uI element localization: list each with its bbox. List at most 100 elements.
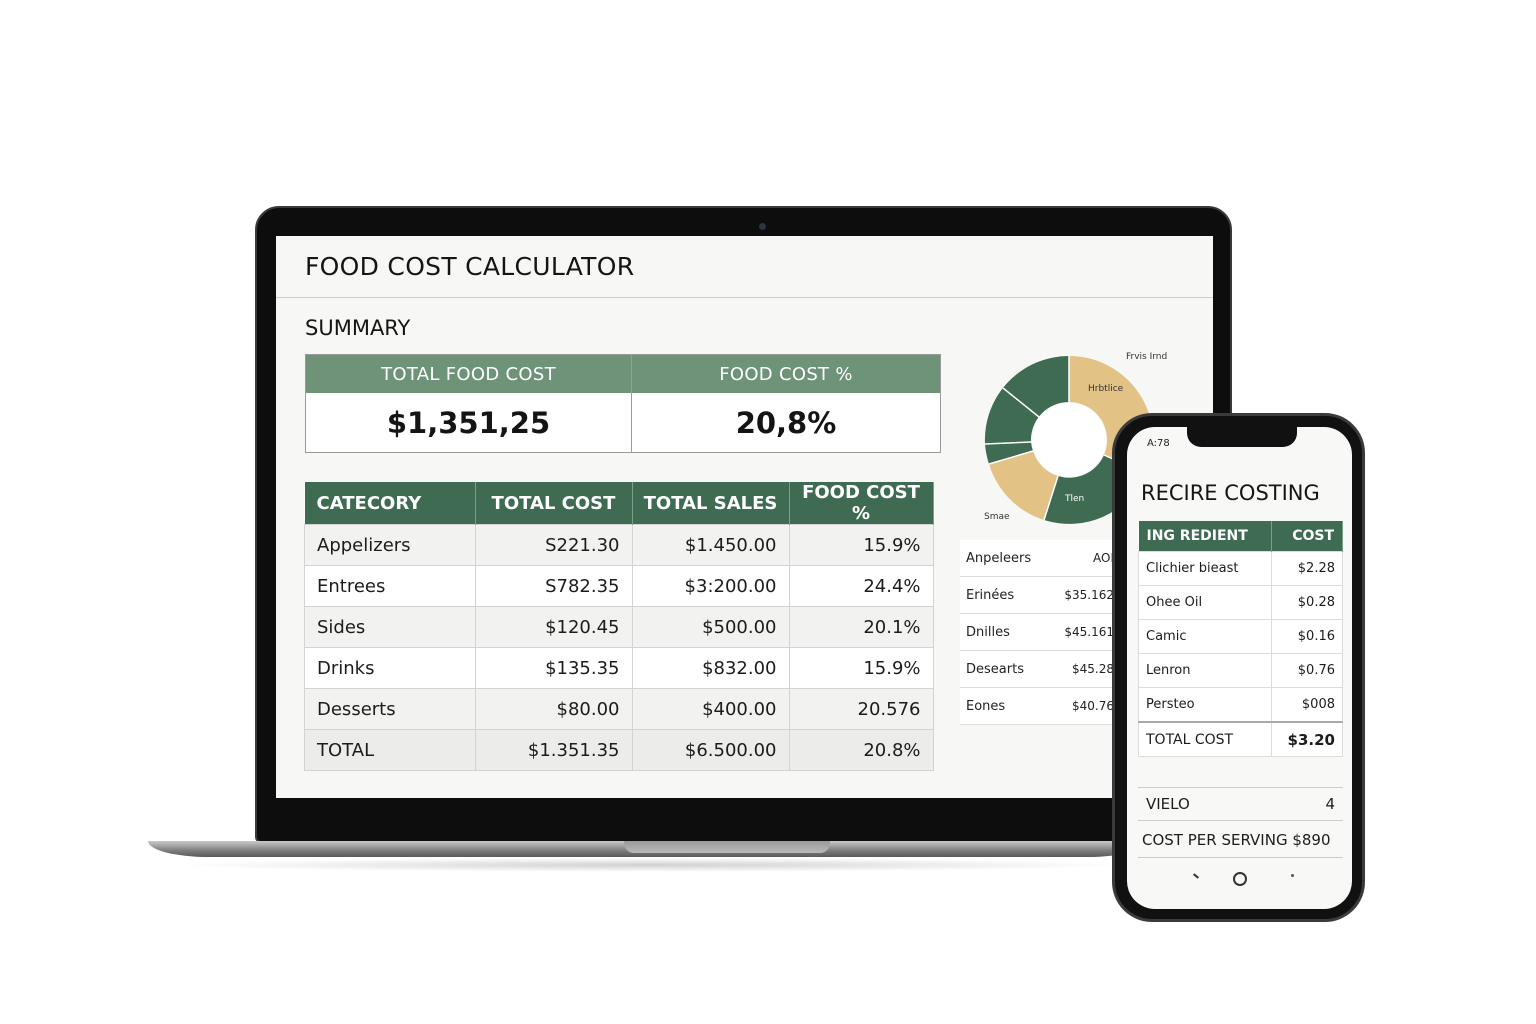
cell-total-cost[interactable]: $1.351.35: [474, 729, 633, 771]
donut-segment-green-top: [984, 355, 1069, 444]
cell-cost[interactable]: $0.76: [1271, 653, 1343, 688]
donut-segment-green-left: [985, 442, 1033, 464]
cell-food-cost-percent[interactable]: 20.576: [788, 688, 934, 730]
total-food-cost-value: $1,351,25: [386, 405, 551, 440]
mini-cell-value: $45.28: [1048, 650, 1120, 688]
table-row[interactable]: Drinks $135.35 $832.00 15.9%: [304, 647, 934, 689]
cell-food-cost-percent[interactable]: 15.9%: [788, 524, 934, 566]
column-header-food-cost-percent[interactable]: FOOD COST %: [789, 482, 934, 525]
mini-cell-value: $45.161: [1048, 613, 1120, 651]
back-icon[interactable]: [1193, 873, 1199, 879]
phone-notch: [1187, 427, 1297, 447]
mini-cell-label: Anpeleers: [960, 540, 1049, 577]
total-cost-label: TOTAL COST: [1137, 721, 1273, 757]
food-cost-percent-value: 20,8%: [735, 405, 837, 440]
mini-cell-value: AOI: [1048, 540, 1120, 577]
recents-icon[interactable]: [1291, 874, 1294, 877]
total-food-cost-label: TOTAL FOOD COST: [306, 355, 631, 393]
summary-panel: TOTAL FOOD COST $1,351,25 FOOD COST % 20…: [305, 354, 941, 453]
table-row[interactable]: Clichier bieast $2.28: [1137, 551, 1343, 586]
table-row[interactable]: Anpeleers AOI: [960, 540, 1120, 577]
food-cost-percent-label: FOOD COST %: [632, 355, 940, 393]
phone-page-title: RECIRE COSTING: [1141, 481, 1320, 505]
cell-total-sales[interactable]: $6.500.00: [631, 729, 790, 771]
cell-food-cost-percent[interactable]: 20.8%: [788, 729, 934, 771]
total-cost-value: $3.20: [1271, 721, 1343, 757]
cell-category[interactable]: Appelizers: [304, 524, 476, 566]
table-total-row[interactable]: TOTAL COST $3.20: [1137, 721, 1343, 757]
table-row[interactable]: Erinées $35.162: [960, 576, 1120, 614]
column-header-ingredient[interactable]: ING REDIENT: [1138, 521, 1273, 552]
table-row[interactable]: Appelizers S221.30 $1.450.00 15.9%: [304, 524, 934, 566]
cell-total-sales[interactable]: $1.450.00: [631, 524, 790, 566]
cell-cost[interactable]: $008: [1271, 687, 1343, 723]
phone-screen: A:78 RECIRE COSTING ING REDIENT COST Cli…: [1127, 427, 1352, 909]
summary-heading: SUMMARY: [305, 316, 411, 340]
cell-total-label[interactable]: TOTAL: [304, 729, 476, 771]
table-row[interactable]: Dnilles $45.161: [960, 613, 1120, 651]
laptop-screen: FOOD COST CALCULATOR SUMMARY TOTAL FOOD …: [276, 236, 1213, 798]
cell-total-cost[interactable]: $135.35: [474, 647, 633, 689]
ingredient-table: ING REDIENT COST Clichier bieast $2.28 O…: [1137, 521, 1343, 757]
cell-ingredient[interactable]: Clichier bieast: [1137, 551, 1273, 586]
table-row[interactable]: Persteo $008: [1137, 687, 1343, 723]
cell-food-cost-percent[interactable]: 20.1%: [788, 606, 934, 648]
cell-ingredient[interactable]: Ohee Oil: [1137, 585, 1273, 620]
yield-row[interactable]: VIELO 4: [1138, 787, 1343, 821]
cell-total-sales[interactable]: $500.00: [631, 606, 790, 648]
mini-cell-label: Dnilles: [960, 613, 1049, 651]
cell-total-sales[interactable]: $832.00: [631, 647, 790, 689]
table-row[interactable]: Desearts $45.28: [960, 650, 1120, 688]
column-header-total-cost[interactable]: TOTAL COST: [475, 482, 633, 525]
cell-total-cost[interactable]: $120.45: [474, 606, 633, 648]
mini-cell-value: $40.76: [1048, 687, 1120, 725]
cost-per-serving: COST PER SERVING $890: [1138, 822, 1343, 858]
cell-ingredient[interactable]: Lenron: [1137, 653, 1273, 688]
table-row[interactable]: Desserts $80.00 $400.00 20.576: [304, 688, 934, 730]
table-header-row: ING REDIENT COST: [1138, 521, 1343, 552]
cell-total-cost[interactable]: $80.00: [474, 688, 633, 730]
mini-cell-value: $35.162: [1048, 576, 1120, 614]
table-row[interactable]: Camic $0.16: [1137, 619, 1343, 654]
category-table: CATECORY TOTAL COST TOTAL SALES FOOD COS…: [304, 482, 934, 771]
table-row[interactable]: Eones $40.76: [960, 687, 1120, 725]
donut-label-bottom: Tlen: [1065, 494, 1085, 504]
table-row[interactable]: Lenron $0.76: [1137, 653, 1343, 688]
cell-category[interactable]: Entrees: [304, 565, 476, 607]
table-row[interactable]: Entrees S782.35 $3:200.00 24.4%: [304, 565, 934, 607]
cell-total-cost[interactable]: S221.30: [474, 524, 633, 566]
table-row[interactable]: Ohee Oil $0.28: [1137, 585, 1343, 620]
cell-total-sales[interactable]: $400.00: [631, 688, 790, 730]
cell-ingredient[interactable]: Camic: [1137, 619, 1273, 654]
cell-category[interactable]: Sides: [304, 606, 476, 648]
home-icon[interactable]: [1233, 872, 1247, 886]
cell-total-cost[interactable]: S782.35: [474, 565, 633, 607]
cell-cost[interactable]: $0.16: [1271, 619, 1343, 654]
donut-label-left: Smae: [984, 512, 1010, 522]
total-food-cost-card: TOTAL FOOD COST $1,351,25: [306, 355, 632, 452]
yield-label: VIELO: [1146, 795, 1190, 813]
table-row[interactable]: Sides $120.45 $500.00 20.1%: [304, 606, 934, 648]
table-total-row[interactable]: TOTAL $1.351.35 $6.500.00 20.8%: [304, 729, 934, 771]
cell-total-sales[interactable]: $3:200.00: [631, 565, 790, 607]
phone-nav-bar: [1127, 871, 1352, 891]
table-header-row: CATECORY TOTAL COST TOTAL SALES FOOD COS…: [304, 482, 934, 525]
cell-cost[interactable]: $0.28: [1271, 585, 1343, 620]
cell-cost[interactable]: $2.28: [1271, 551, 1343, 586]
column-header-cost[interactable]: COST: [1271, 521, 1343, 552]
donut-segment-tan-left: [989, 451, 1058, 520]
column-header-category[interactable]: CATECORY: [304, 482, 476, 525]
cell-food-cost-percent[interactable]: 15.9%: [788, 647, 934, 689]
cell-category[interactable]: Drinks: [304, 647, 476, 689]
mini-cell-label: Eones: [960, 687, 1049, 725]
yield-value[interactable]: 4: [1325, 795, 1335, 813]
donut-label-segment: Hrbtlice: [1088, 384, 1124, 394]
status-time: A:78: [1147, 438, 1170, 449]
cell-category[interactable]: Desserts: [304, 688, 476, 730]
donut-label-top: Frvis Irnd: [1126, 352, 1168, 362]
laptop-shadow: [170, 858, 1130, 872]
cell-ingredient[interactable]: Persteo: [1137, 687, 1273, 723]
title-divider: [276, 297, 1213, 298]
column-header-total-sales[interactable]: TOTAL SALES: [632, 482, 790, 525]
cell-food-cost-percent[interactable]: 24.4%: [788, 565, 934, 607]
